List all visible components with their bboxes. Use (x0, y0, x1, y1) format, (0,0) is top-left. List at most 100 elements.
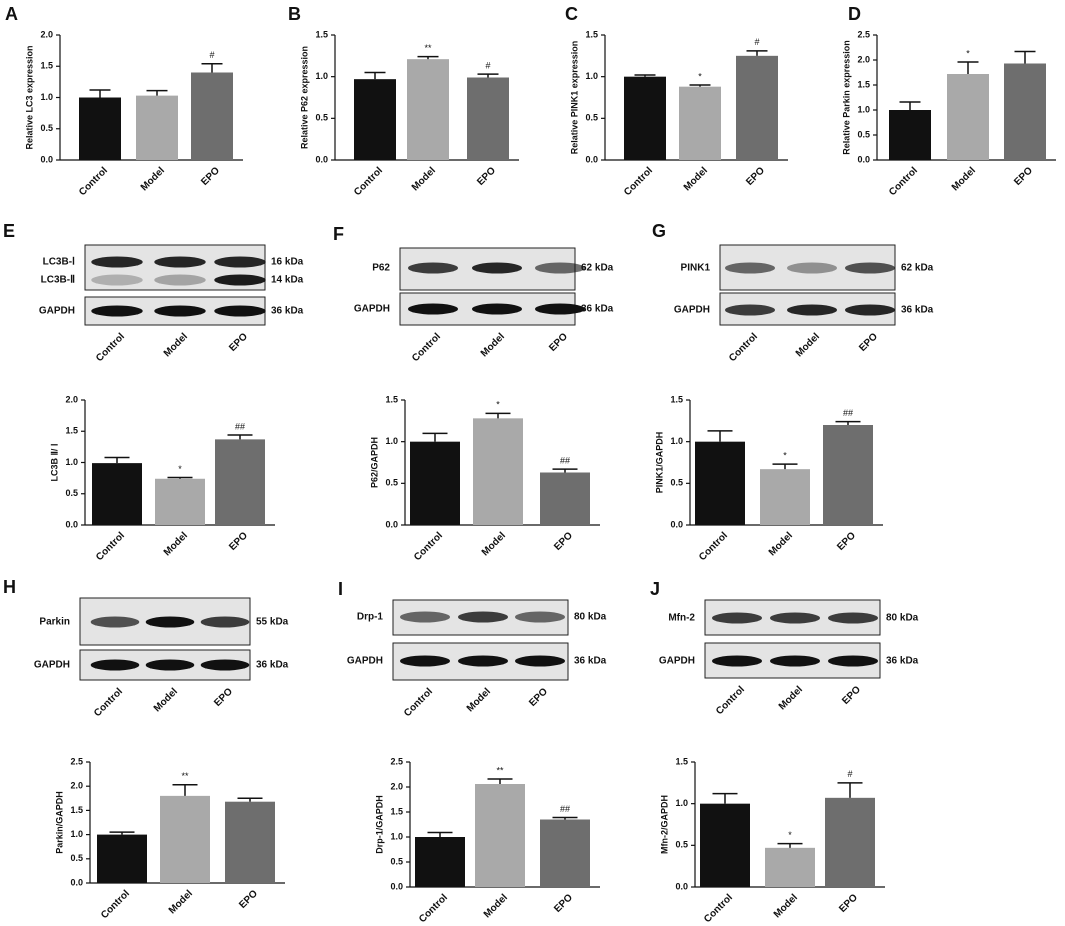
x-tick-label: Control (99, 888, 132, 921)
blot-band (91, 256, 143, 268)
y-axis-label: Drp-1/GAPDH (374, 795, 384, 854)
blot-label: LC3B-Ⅱ (41, 275, 75, 286)
y-tick-label: 1.0 (390, 831, 403, 841)
blot-band (458, 611, 508, 623)
blot-band (725, 304, 775, 316)
blot-label: GAPDH (39, 306, 75, 317)
y-axis-label: Relative PINK1 expression (569, 41, 579, 155)
x-tick-label: Model (139, 165, 167, 193)
x-tick-label: Model (772, 892, 800, 920)
y-tick-label: 0.5 (70, 853, 83, 863)
bar (354, 79, 396, 160)
lane-label: Control (410, 331, 443, 364)
lane-label: Model (794, 331, 822, 359)
lane-label: EPO (227, 331, 250, 354)
x-tick-label: Control (412, 530, 445, 563)
bar (889, 110, 931, 160)
bar (467, 77, 509, 160)
x-tick-label: EPO (237, 888, 260, 911)
y-tick-label: 0.5 (390, 856, 403, 866)
y-tick-label: 1.0 (70, 829, 83, 839)
blot-band (200, 659, 250, 671)
x-tick-label: EPO (475, 165, 498, 188)
y-tick-label: 2.0 (40, 29, 53, 39)
blot-band (828, 655, 878, 667)
significance-label: # (847, 769, 852, 779)
y-tick-label: 2.0 (857, 54, 870, 64)
x-tick-label: Control (697, 530, 730, 563)
x-tick-label: EPO (199, 165, 222, 188)
y-tick-label: 1.0 (857, 104, 870, 114)
y-tick-label: 1.5 (385, 394, 398, 404)
blot-band (154, 274, 206, 286)
bar (760, 469, 810, 525)
significance-label: ## (843, 408, 853, 418)
blot-band (154, 256, 206, 268)
bar (624, 76, 666, 160)
molecular-weight: 36 kDa (271, 306, 304, 317)
x-tick-label: Model (167, 888, 195, 916)
lane-label: EPO (212, 686, 235, 709)
y-tick-label: 1.5 (585, 29, 598, 39)
y-tick-label: 1.5 (857, 79, 870, 89)
x-tick-label: Model (682, 165, 710, 193)
bar (79, 97, 121, 160)
y-tick-label: 0.5 (670, 478, 683, 488)
y-tick-label: 0.5 (585, 113, 598, 123)
bar (679, 86, 721, 160)
blot-band (458, 655, 508, 667)
bar (540, 472, 590, 525)
blot-label: PINK1 (681, 263, 711, 274)
y-axis-label: PINK1/GAPDH (654, 432, 664, 494)
panel-letter: G (652, 221, 666, 241)
x-tick-label: Control (94, 530, 127, 563)
bar (825, 797, 875, 887)
y-tick-label: 1.0 (315, 71, 328, 81)
blot-band (828, 612, 878, 624)
x-tick-label: Control (77, 165, 110, 198)
bar (92, 463, 142, 525)
x-tick-label: EPO (744, 165, 767, 188)
panel-letter: I (338, 579, 343, 599)
y-tick-label: 2.0 (65, 394, 78, 404)
blot-label: Parkin (39, 617, 70, 628)
blot-band (214, 274, 266, 286)
molecular-weight: 36 kDa (901, 305, 934, 316)
panel-letter: F (333, 224, 344, 244)
significance-label: # (209, 50, 214, 60)
blot-band (787, 304, 837, 316)
blot-band (145, 616, 195, 628)
y-tick-label: 0.0 (315, 154, 328, 164)
significance-label: * (966, 48, 970, 58)
molecular-weight: 36 kDa (581, 304, 614, 315)
x-tick-label: EPO (552, 530, 575, 553)
lane-label: Model (465, 686, 493, 714)
lane-label: Control (402, 686, 435, 719)
bar (823, 425, 873, 525)
y-axis-label: Relative LC3 expression (24, 45, 34, 149)
molecular-weight: 36 kDa (886, 656, 919, 667)
bar (947, 74, 989, 160)
blot-band (535, 303, 585, 315)
panel-letter: C (565, 4, 578, 24)
panel-letter: E (3, 221, 15, 241)
blot-label: GAPDH (354, 304, 390, 315)
bar (540, 819, 590, 887)
significance-label: ## (560, 456, 570, 466)
blot-label: GAPDH (347, 656, 383, 667)
x-tick-label: EPO (1012, 165, 1035, 188)
y-tick-label: 1.5 (65, 426, 78, 436)
lane-label: Model (162, 331, 190, 359)
bar (736, 55, 778, 161)
bar (1004, 63, 1046, 160)
blot-band (154, 305, 206, 317)
blot-band (472, 303, 522, 315)
bar (160, 795, 210, 883)
lane-label: Control (94, 331, 127, 364)
significance-label: ## (235, 421, 245, 431)
y-tick-label: 2.5 (70, 756, 83, 766)
y-tick-label: 1.5 (40, 61, 53, 71)
y-tick-label: 0.0 (585, 154, 598, 164)
y-tick-label: 0.0 (385, 519, 398, 529)
significance-label: * (783, 451, 787, 461)
